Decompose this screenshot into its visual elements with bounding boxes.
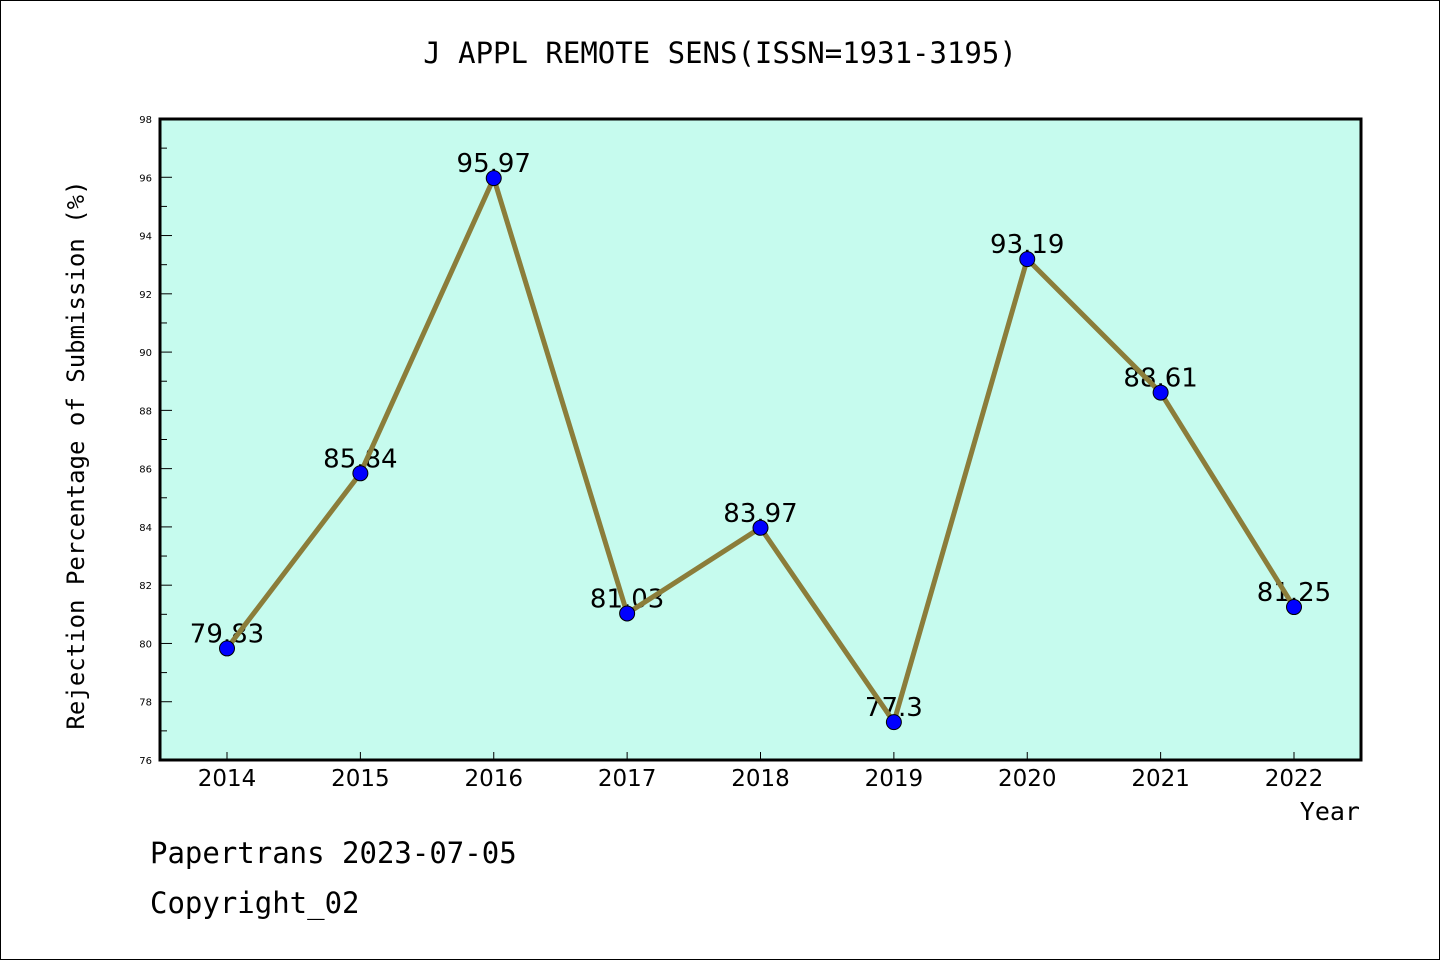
x-tick-label: 2018	[731, 766, 790, 792]
x-axis-label: Year	[1300, 797, 1360, 826]
y-tick-label: 88	[139, 406, 152, 417]
y-tick-label: 78	[139, 698, 152, 709]
data-point	[219, 640, 235, 657]
footer-source: Papertrans 2023-07-05	[150, 836, 517, 870]
x-tick-label: 2022	[1265, 766, 1324, 792]
chart-title: J APPL REMOTE SENS(ISSN=1931-3195)	[423, 36, 1017, 70]
x-tick-label: 2017	[598, 766, 657, 792]
data-point	[1019, 251, 1036, 268]
footer-copyright: Copyright_02	[150, 886, 360, 920]
y-tick-label: 92	[139, 290, 152, 301]
data-point	[1286, 599, 1302, 616]
y-axis-label: Rejection Percentage of Submission (%)	[62, 180, 90, 729]
data-point	[885, 714, 902, 731]
data-point	[485, 170, 502, 187]
y-tick-label: 86	[139, 465, 152, 476]
y-tick-label: 84	[139, 523, 152, 534]
y-tick-label: 82	[139, 581, 152, 592]
x-tick-label: 2015	[331, 766, 390, 792]
x-tick-label: 2016	[464, 766, 523, 792]
x-tick-label: 2020	[998, 766, 1057, 792]
data-point	[619, 605, 636, 622]
x-tick-label: 2014	[198, 766, 257, 792]
x-tick-label: 2021	[1131, 766, 1190, 792]
y-tick-label: 96	[139, 173, 152, 184]
y-tick-label: 98	[139, 115, 152, 126]
y-tick-label: 76	[139, 756, 152, 767]
y-tick-label: 94	[139, 232, 152, 243]
plot-background	[160, 119, 1361, 760]
data-point	[352, 465, 369, 482]
x-tick-label: 2019	[865, 766, 924, 792]
plot-border	[158, 117, 1363, 762]
data-point	[1152, 384, 1169, 401]
data-point	[752, 519, 769, 536]
y-tick-label: 80	[139, 639, 152, 650]
y-tick-label: 90	[139, 348, 152, 359]
